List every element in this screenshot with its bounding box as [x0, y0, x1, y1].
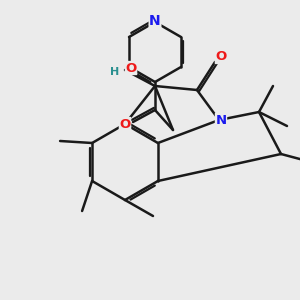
Text: H: H	[110, 67, 120, 77]
Text: O: O	[215, 50, 226, 64]
Text: O: O	[125, 61, 136, 74]
Text: N: N	[149, 14, 161, 28]
Text: N: N	[215, 113, 226, 127]
Text: O: O	[119, 118, 130, 130]
